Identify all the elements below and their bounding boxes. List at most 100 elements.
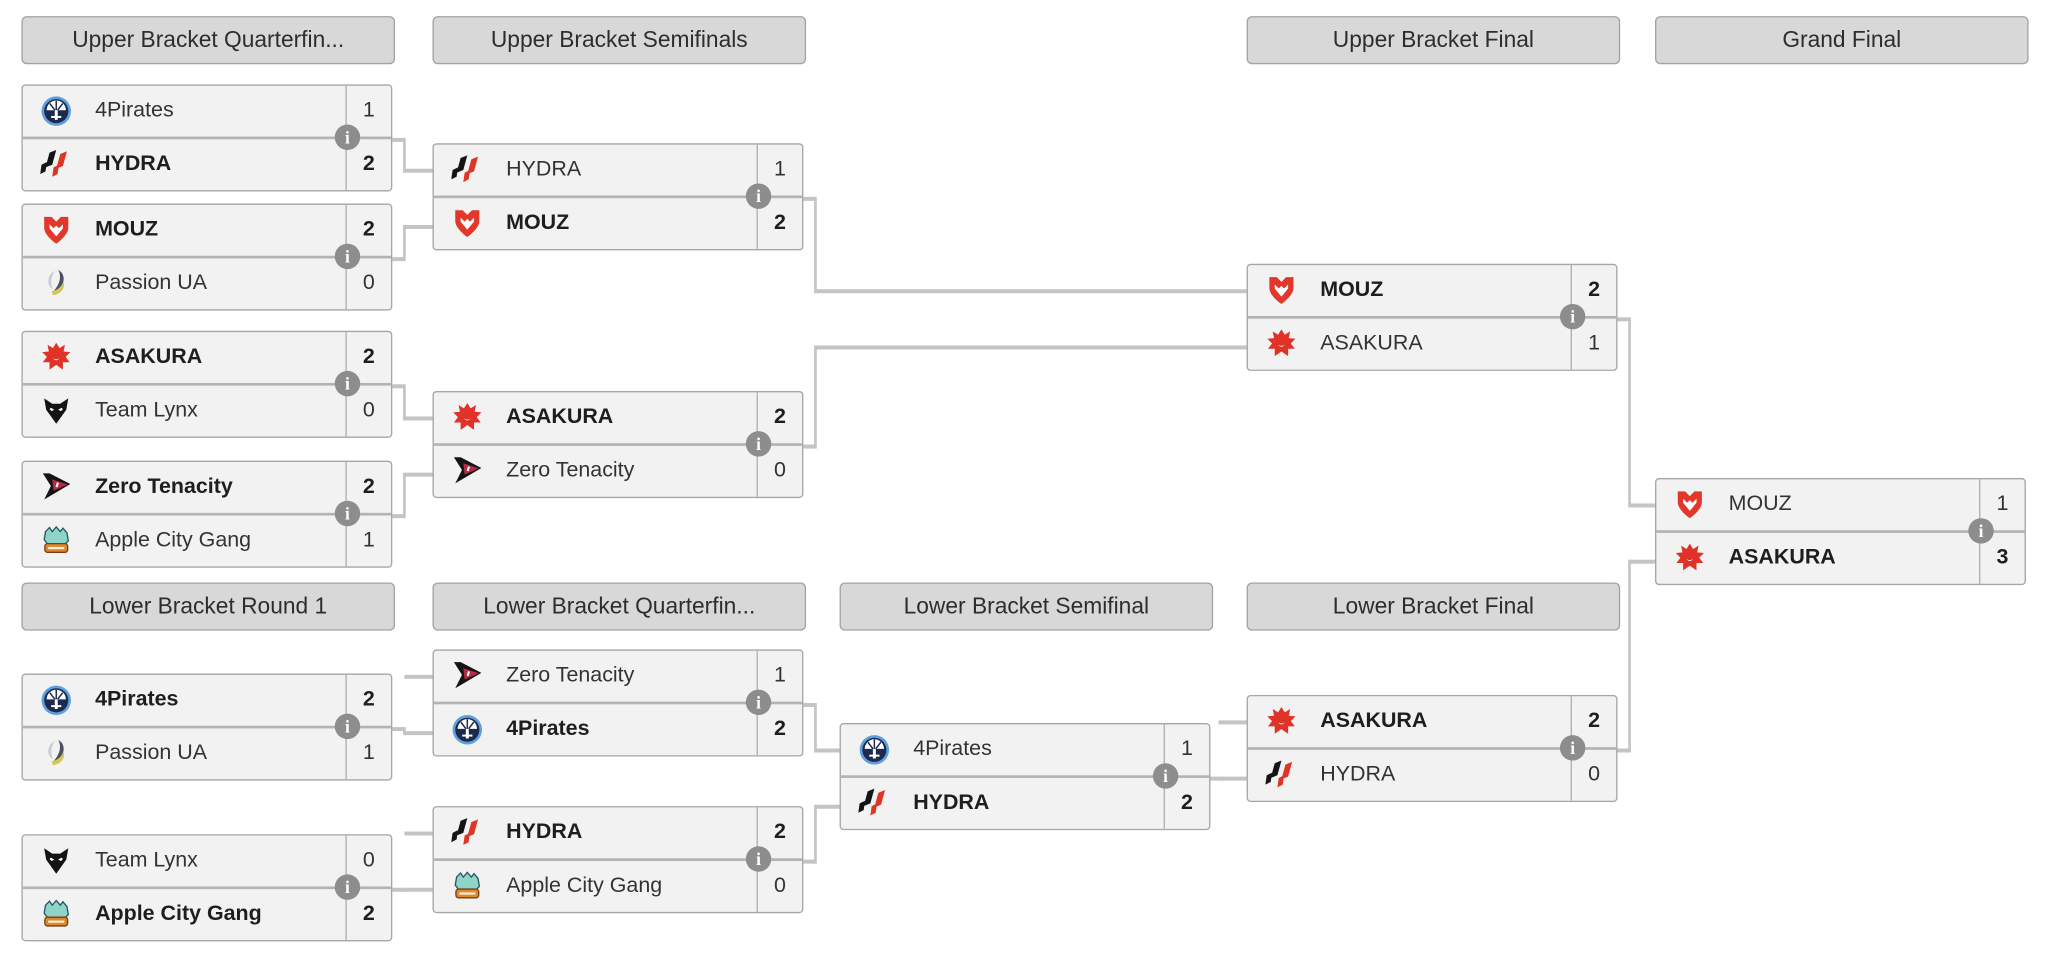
info-icon[interactable]: i (334, 124, 361, 150)
match-divider (22, 382, 391, 386)
team-row-bottom[interactable]: Passion UA 1 (23, 728, 391, 780)
zero-tenacity-logo[interactable] (40, 471, 72, 503)
hydra-logo[interactable] (40, 149, 72, 181)
team-row-top[interactable]: Zero Tenacity 2 (23, 461, 391, 513)
team-name[interactable]: ASAKURA (506, 405, 614, 429)
4pirates-logo[interactable] (451, 714, 483, 746)
team-name[interactable]: MOUZ (506, 211, 570, 235)
team-name[interactable]: Zero Tenacity (506, 664, 635, 687)
mouz-logo[interactable] (1674, 489, 1706, 521)
team-name[interactable]: 4Pirates (95, 688, 179, 712)
info-icon[interactable]: i (334, 874, 361, 900)
passion-ua-logo[interactable] (40, 738, 72, 770)
team-row-bottom[interactable]: ASAKURA 1 (1248, 318, 1616, 370)
team-row-bottom[interactable]: Team Lynx 0 (23, 385, 391, 437)
4pirates-logo[interactable] (40, 684, 72, 716)
team-name[interactable]: HYDRA (506, 158, 582, 181)
hydra-logo[interactable] (1265, 759, 1297, 791)
team-name[interactable]: Passion UA (95, 271, 208, 295)
info-icon[interactable]: i (1559, 735, 1586, 761)
asakura-logo[interactable] (40, 341, 72, 373)
mouz-logo[interactable] (1265, 274, 1297, 306)
connector-line (813, 703, 818, 753)
hydra-logo[interactable] (451, 154, 483, 186)
apple-city-gang-logo[interactable] (451, 870, 483, 902)
team-name[interactable]: 4Pirates (913, 737, 992, 761)
hydra-logo[interactable] (451, 817, 483, 849)
info-icon[interactable]: i (1968, 518, 1994, 544)
team-row-top[interactable]: ASAKURA 2 (23, 332, 391, 383)
info-icon[interactable]: i (1152, 763, 1179, 789)
team-name[interactable]: Apple City Gang (95, 528, 252, 552)
team-name[interactable]: HYDRA (95, 152, 172, 176)
team-name[interactable]: Apple City Gang (95, 902, 262, 926)
team-name[interactable]: Team Lynx (95, 848, 198, 872)
team-name[interactable]: MOUZ (1320, 278, 1384, 302)
mouz-logo[interactable] (451, 208, 483, 240)
team-row-top[interactable]: Team Lynx 0 (23, 835, 391, 887)
team-row-bottom[interactable]: 4Pirates 2 (434, 704, 802, 756)
team-row-bottom[interactable]: Zero Tenacity 0 (434, 445, 802, 497)
info-icon[interactable]: i (745, 431, 772, 457)
team-name[interactable]: Zero Tenacity (95, 475, 233, 499)
team-row-bottom[interactable]: Apple City Gang 2 (23, 889, 391, 940)
info-icon[interactable]: i (334, 243, 361, 270)
info-icon[interactable]: i (745, 846, 772, 872)
team-name[interactable]: HYDRA (913, 791, 990, 815)
team-name[interactable]: Apple City Gang (506, 874, 663, 898)
team-row-top[interactable]: ASAKURA 2 (434, 392, 802, 444)
info-icon[interactable]: i (334, 500, 361, 527)
team-name[interactable]: MOUZ (1728, 492, 1792, 516)
hydra-logo[interactable] (858, 787, 890, 819)
apple-city-gang-logo[interactable] (40, 898, 72, 930)
asakura-logo[interactable] (1265, 706, 1297, 738)
mouz-logo[interactable] (40, 214, 72, 246)
team-name[interactable]: ASAKURA (1728, 546, 1836, 570)
team-name[interactable]: Team Lynx (95, 399, 198, 422)
team-row-bottom[interactable]: Passion UA 0 (23, 258, 391, 310)
team-row-bottom[interactable]: Apple City Gang 1 (23, 515, 391, 567)
team-row-top[interactable]: MOUZ 1 (1656, 479, 2024, 531)
team-name[interactable]: MOUZ (95, 218, 159, 242)
team-name[interactable]: 4Pirates (506, 717, 590, 741)
team-row-bottom[interactable]: Apple City Gang 0 (434, 860, 802, 912)
team-name[interactable]: 4Pirates (95, 99, 174, 122)
team-row-top[interactable]: 4Pirates 1 (23, 85, 391, 137)
team-row-bottom[interactable]: HYDRA 0 (1248, 749, 1616, 801)
team-name[interactable]: HYDRA (506, 820, 583, 844)
info-icon[interactable]: i (334, 713, 361, 740)
team-name[interactable]: ASAKURA (95, 345, 203, 369)
team-row-top[interactable]: 4Pirates 2 (23, 674, 391, 726)
4pirates-logo[interactable] (40, 95, 72, 127)
info-icon[interactable]: i (745, 183, 772, 209)
4pirates-logo[interactable] (858, 734, 890, 766)
team-name[interactable]: ASAKURA (1320, 332, 1423, 355)
team-row-top[interactable]: MOUZ 2 (1248, 265, 1616, 317)
info-icon[interactable]: i (334, 370, 361, 397)
asakura-logo[interactable] (1674, 542, 1706, 574)
info-icon[interactable]: i (745, 689, 772, 716)
passion-ua-logo[interactable] (40, 268, 72, 300)
zero-tenacity-logo[interactable] (451, 660, 483, 692)
team-name[interactable]: Zero Tenacity (506, 459, 635, 483)
asakura-logo[interactable] (451, 402, 483, 434)
team-row-top[interactable]: ASAKURA 2 (1248, 696, 1616, 748)
team-name[interactable]: HYDRA (1320, 763, 1396, 786)
team-row-top[interactable]: 4Pirates 1 (841, 724, 1209, 776)
team-row-bottom[interactable]: HYDRA 2 (841, 777, 1209, 829)
apple-city-gang-logo[interactable] (40, 525, 72, 557)
team-row-top[interactable]: Zero Tenacity 1 (434, 650, 802, 702)
team-row-top[interactable]: HYDRA 2 (434, 807, 802, 859)
asakura-logo[interactable] (1265, 328, 1297, 360)
team-row-bottom[interactable]: HYDRA 2 (23, 139, 391, 191)
team-lynx-logo[interactable] (40, 395, 72, 427)
info-icon[interactable]: i (1559, 303, 1586, 330)
team-row-top[interactable]: MOUZ 2 (23, 204, 391, 256)
team-name[interactable]: Passion UA (95, 741, 208, 765)
zero-tenacity-logo[interactable] (451, 455, 483, 487)
team-lynx-logo[interactable] (40, 845, 72, 877)
team-row-bottom[interactable]: MOUZ 2 (434, 198, 802, 250)
team-name[interactable]: ASAKURA (1320, 709, 1428, 733)
team-row-top[interactable]: HYDRA 1 (434, 144, 802, 196)
team-row-bottom[interactable]: ASAKURA 3 (1656, 532, 2024, 584)
